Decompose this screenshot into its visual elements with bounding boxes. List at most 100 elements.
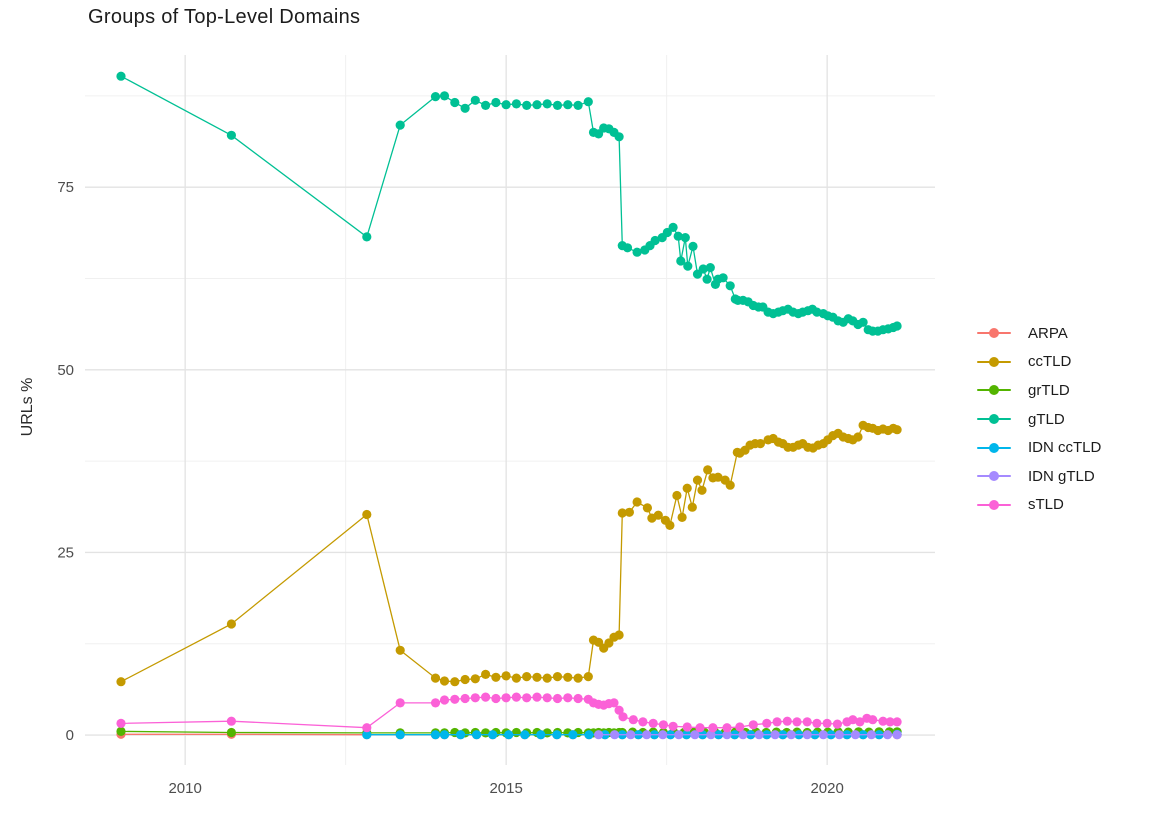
data-point	[520, 730, 530, 740]
data-point	[858, 317, 868, 327]
data-point	[703, 465, 713, 475]
data-point	[536, 730, 546, 740]
data-point	[542, 673, 552, 683]
data-point	[725, 480, 735, 490]
data-point	[226, 619, 236, 629]
data-point	[395, 645, 405, 655]
data-point	[698, 264, 708, 274]
data-point	[116, 726, 126, 737]
data-point	[688, 241, 698, 251]
data-point	[584, 730, 594, 740]
data-point	[532, 692, 542, 702]
data-point	[818, 730, 828, 740]
data-point	[748, 720, 758, 730]
data-point	[481, 669, 491, 680]
legend-key-swatch	[977, 469, 1011, 483]
series-points-stld	[116, 692, 902, 733]
data-point	[226, 130, 236, 140]
data-point	[713, 472, 723, 482]
legend-label: ccTLD	[1028, 353, 1072, 371]
series-points-gtld	[116, 71, 902, 336]
data-point	[116, 718, 126, 729]
legend-label: IDN gTLD	[1028, 467, 1095, 485]
data-point	[491, 97, 501, 108]
data-point	[504, 730, 514, 740]
data-point	[885, 717, 895, 727]
data-point	[618, 712, 628, 722]
data-point	[792, 717, 802, 727]
data-point	[511, 99, 521, 109]
data-point	[782, 716, 792, 726]
data-point	[116, 677, 126, 687]
data-point	[609, 698, 619, 708]
data-point	[672, 490, 682, 501]
data-point	[866, 730, 877, 740]
data-point	[430, 698, 441, 708]
legend-item-stld: sTLD	[977, 491, 1101, 520]
data-point	[563, 672, 573, 682]
data-point	[573, 693, 583, 704]
data-point	[362, 730, 372, 740]
legend-key-swatch	[977, 412, 1011, 426]
data-point	[755, 439, 766, 449]
data-point	[668, 222, 678, 232]
data-point	[695, 723, 705, 733]
data-point	[738, 730, 748, 740]
data-point	[722, 723, 732, 733]
legend-label: gTLD	[1028, 410, 1065, 428]
data-point	[677, 512, 687, 523]
data-point	[511, 673, 521, 683]
series-line-cctld	[120, 424, 898, 683]
legend-key-swatch	[977, 383, 1011, 397]
data-point	[812, 718, 822, 729]
series-points-idn-gtld	[594, 730, 902, 740]
data-point	[522, 693, 532, 703]
data-point	[674, 730, 684, 740]
data-point	[491, 672, 501, 682]
data-point	[395, 120, 405, 130]
data-point	[658, 730, 668, 740]
legend-label: grTLD	[1028, 381, 1070, 399]
data-point	[702, 274, 712, 284]
data-point	[786, 730, 796, 740]
legend-item-grtld: grTLD	[977, 376, 1101, 405]
data-point	[573, 100, 583, 110]
series-points-cctld	[116, 420, 902, 687]
data-point	[653, 510, 663, 520]
legend-label: sTLD	[1028, 496, 1064, 514]
data-point	[868, 715, 878, 725]
legend-key-swatch	[977, 326, 1011, 340]
data-point	[892, 730, 902, 740]
legend-key-swatch	[977, 498, 1011, 512]
x-tick-label: 2010	[168, 780, 201, 797]
legend-key-swatch	[977, 441, 1011, 455]
data-point	[439, 730, 450, 740]
data-point	[583, 97, 593, 107]
x-tick-label: 2020	[810, 780, 843, 797]
data-point	[460, 693, 470, 704]
data-point	[682, 483, 692, 493]
data-point	[552, 100, 563, 110]
legend-item-arpa: ARPA	[977, 319, 1101, 348]
data-point	[834, 730, 844, 740]
data-point	[439, 695, 450, 705]
data-point	[563, 100, 573, 110]
data-point	[682, 722, 692, 732]
chart-title: Groups of Top-Level Domains	[88, 6, 361, 28]
legend-label: IDN ccTLD	[1028, 439, 1102, 457]
legend-item-gtld: gTLD	[977, 405, 1101, 434]
data-point	[460, 103, 470, 113]
data-point	[697, 485, 707, 495]
data-point	[362, 723, 372, 733]
data-point	[665, 520, 675, 531]
data-point	[832, 719, 843, 729]
data-point	[706, 730, 716, 740]
data-point	[680, 233, 690, 243]
data-point	[632, 497, 642, 507]
data-point	[624, 507, 635, 517]
data-point	[626, 730, 636, 740]
data-point	[892, 321, 902, 331]
data-point	[614, 630, 624, 640]
data-point	[735, 722, 745, 732]
data-point	[708, 723, 718, 733]
